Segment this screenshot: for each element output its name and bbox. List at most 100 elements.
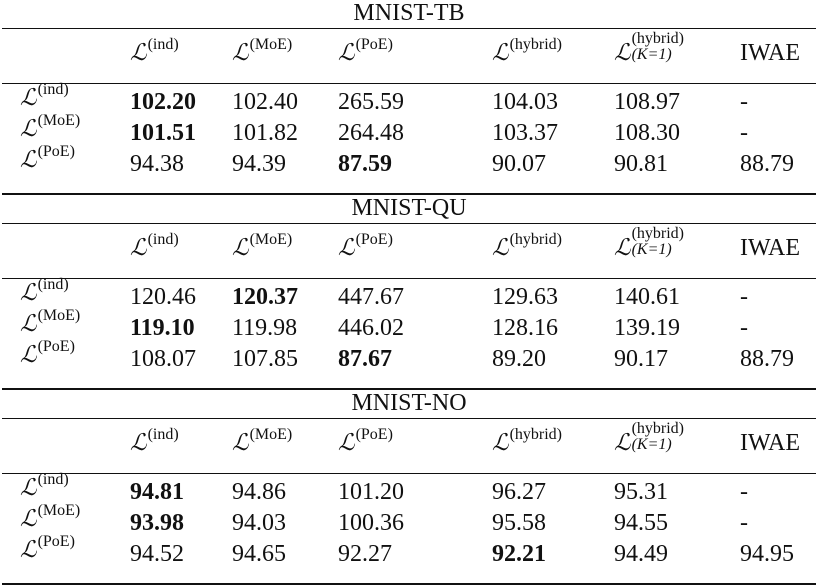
header-row: ℒ(ind) ℒ(MoE) ℒ(PoE) ℒ(hybrid) ℒ (hybrid) (K=1… <box>2 224 816 279</box>
table-row: ℒ(ind) 120.46 120.37 447.67 129.63 140.61 - <box>2 276 816 315</box>
superscript: (ind) <box>147 36 179 53</box>
script-l-symbol: ℒ <box>492 40 509 66</box>
table-cell: - <box>740 479 748 505</box>
row-label-ind: ℒ(ind) <box>20 471 69 501</box>
table-cell: 94.52 <box>130 541 184 567</box>
superscript: (ind) <box>37 471 69 488</box>
table-cell: 92.27 <box>338 541 392 567</box>
script-l-symbol: ℒ <box>338 40 355 66</box>
table-cell: 94.39 <box>232 151 286 177</box>
table-cell: 88.79 <box>740 346 794 372</box>
col-header-hybrid-k1: ℒ (hybrid) (K=1) <box>614 31 684 67</box>
script-l-symbol: ℒ <box>130 235 147 261</box>
table-cell: 101.51 <box>130 120 196 146</box>
table-cell: 108.97 <box>614 89 680 115</box>
row-label-poe: ℒ(PoE) <box>20 143 75 173</box>
table-cell: 129.63 <box>492 284 558 310</box>
superscript: (PoE) <box>355 36 393 53</box>
table-body: ℒ(ind) 120.46 120.37 447.67 129.63 140.61- ℒ(M… <box>2 276 816 390</box>
superscript: (PoE) <box>37 533 75 550</box>
col-header-poe: ℒ(PoE) <box>338 36 393 66</box>
table-cell: - <box>740 315 748 341</box>
script-l-symbol: ℒ <box>20 311 37 337</box>
table-cell: 90.17 <box>614 346 668 372</box>
script-l-symbol: ℒ <box>20 475 37 501</box>
table-cell: 88.79 <box>740 151 794 177</box>
table-cell: - <box>740 120 748 146</box>
table-cell: 104.03 <box>492 89 558 115</box>
script-l-symbol: ℒ <box>492 235 509 261</box>
table-cell: 94.55 <box>614 510 668 536</box>
table-title: MNIST-NO <box>2 390 816 419</box>
table-cell: 95.31 <box>614 479 668 505</box>
col-header-hybrid-k1: ℒ (hybrid) (K=1) <box>614 226 684 262</box>
table-cell: 96.27 <box>492 479 546 505</box>
table-cell: 102.20 <box>130 89 196 115</box>
superscript: (PoE) <box>355 231 393 248</box>
superscript: (ind) <box>147 426 179 443</box>
superscript: (MoE) <box>249 231 293 248</box>
script-l-symbol: ℒ <box>20 506 37 532</box>
subscript: (K=1) <box>631 436 672 453</box>
col-header-iwae: IWAE <box>740 40 800 66</box>
table-row: ℒ(ind) 102.20 102.40 265.59 104.03 108.97 - <box>2 81 816 120</box>
table-cell: 94.38 <box>130 151 184 177</box>
table-row: ℒ(PoE) 108.07 107.85 87.67 89.20 90.17 88.79 <box>2 338 816 377</box>
table-row: ℒ(MoE) 119.10 119.98 446.02 128.16 139.19 - <box>2 307 816 346</box>
table-cell: 90.07 <box>492 151 546 177</box>
table-cell: 108.30 <box>614 120 680 146</box>
superscript: (ind) <box>37 81 69 98</box>
row-label-moe: ℒ(MoE) <box>20 502 80 532</box>
col-header-hybrid: ℒ(hybrid) <box>492 231 562 261</box>
table-cell: 128.16 <box>492 315 558 341</box>
script-l-symbol: ℒ <box>614 235 631 261</box>
script-l-symbol: ℒ <box>338 235 355 261</box>
superscript: (MoE) <box>37 502 81 519</box>
table-cell: 94.86 <box>232 479 286 505</box>
table-cell: 103.37 <box>492 120 558 146</box>
superscript: (hybrid) <box>509 36 563 53</box>
col-header-iwae: IWAE <box>740 235 800 261</box>
col-header-hybrid: ℒ(hybrid) <box>492 426 562 456</box>
row-label-moe: ℒ(MoE) <box>20 307 80 337</box>
table-cell: 92.21 <box>492 541 546 567</box>
script-l-symbol: ℒ <box>20 116 37 142</box>
table-block-mnist-tb: MNIST-TB ℒ(ind) ℒ(MoE) ℒ(PoE) ℒ(hybrid) ℒ (hyb… <box>2 0 816 195</box>
script-l-symbol: ℒ <box>232 235 249 261</box>
table-cell: - <box>740 284 748 310</box>
col-header-poe: ℒ(PoE) <box>338 231 393 261</box>
table-cell: 119.10 <box>130 315 195 341</box>
col-header-hybrid: ℒ(hybrid) <box>492 36 562 66</box>
table-cell: 108.07 <box>130 346 196 372</box>
table-cell: - <box>740 510 748 536</box>
table-block-mnist-qu: MNIST-QU ℒ(ind) ℒ(MoE) ℒ(PoE) ℒ(hybrid) ℒ (hyb… <box>2 195 816 390</box>
col-header-moe: ℒ(MoE) <box>232 36 292 66</box>
superscript: (hybrid) <box>631 30 685 47</box>
row-label-ind: ℒ(ind) <box>20 276 69 306</box>
col-header-moe: ℒ(MoE) <box>232 426 292 456</box>
table-cell: 100.36 <box>338 510 404 536</box>
table-row: ℒ(MoE) 101.51 101.82 264.48 103.37 108.30 - <box>2 112 816 151</box>
superscript: (MoE) <box>37 307 81 324</box>
table-cell: 120.37 <box>232 284 298 310</box>
col-header-ind: ℒ(ind) <box>130 36 179 66</box>
header-row: ℒ(ind) ℒ(MoE) ℒ(PoE) ℒ(hybrid) ℒ (hybrid) (K=1… <box>2 29 816 84</box>
table-cell: 94.03 <box>232 510 286 536</box>
superscript: (hybrid) <box>509 231 563 248</box>
script-l-symbol: ℒ <box>20 280 37 306</box>
table-row: ℒ(PoE) 94.38 94.39 87.59 90.07 90.81 88.79 <box>2 143 816 182</box>
table-cell: 93.98 <box>130 510 184 536</box>
superscript: (MoE) <box>249 36 293 53</box>
table-cell: 265.59 <box>338 89 404 115</box>
col-header-ind: ℒ(ind) <box>130 231 179 261</box>
script-l-symbol: ℒ <box>614 430 631 456</box>
table-row: ℒ(MoE) 93.98 94.03 100.36 95.58 94.55 - <box>2 502 816 541</box>
table-cell: 94.81 <box>130 479 184 505</box>
table-title: MNIST-TB <box>2 0 816 29</box>
table-body: ℒ(ind) 94.81 94.86 101.20 96.27 95.31- ℒ(MoE) 9… <box>2 471 816 585</box>
script-l-symbol: ℒ <box>20 85 37 111</box>
script-l-symbol: ℒ <box>492 430 509 456</box>
script-l-symbol: ℒ <box>614 40 631 66</box>
table-cell: 120.46 <box>130 284 196 310</box>
